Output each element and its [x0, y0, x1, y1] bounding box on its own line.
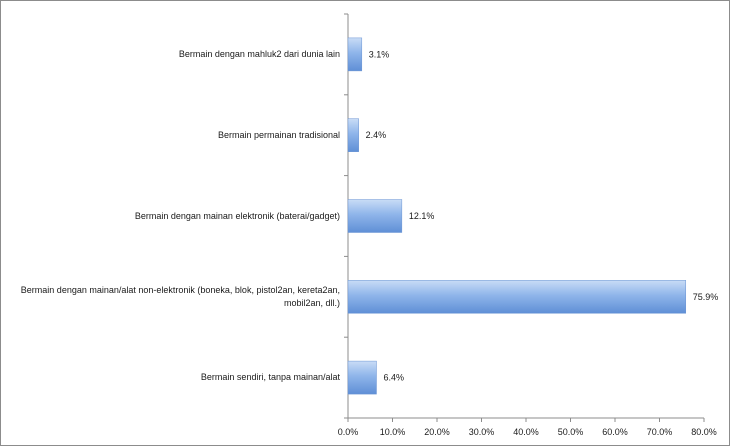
x-tick-label: 60.0%: [602, 427, 628, 437]
data-label: 75.9%: [693, 292, 719, 302]
bar: [347, 118, 359, 152]
x-tick-label: 30.0%: [469, 427, 495, 437]
category-label-line: Bermain sendiri, tanpa mainan/alat: [200, 372, 340, 383]
category-label: Bermain sendiri, tanpa mainan/alat: [0, 371, 340, 384]
category-label-line: Bermain dengan mainan elektronik (batera…: [134, 210, 340, 221]
x-tick-label: 70.0%: [647, 427, 673, 437]
category-label-line: Bermain dengan mahluk2 dari dunia lain: [178, 48, 340, 59]
x-tick-label: 50.0%: [558, 427, 584, 437]
data-label: 2.4%: [366, 130, 387, 140]
data-label: 12.1%: [409, 211, 435, 221]
category-label: Bermain dengan mahluk2 dari dunia lain: [0, 48, 340, 61]
x-tick-label: 80.0%: [691, 427, 717, 437]
x-tick-label: 40.0%: [513, 427, 539, 437]
category-label: Bermain permainan tradisional: [0, 129, 340, 142]
category-label-line: mobil2an, dll.): [283, 297, 340, 308]
x-tick-label: 0.0%: [338, 427, 359, 437]
category-label: Bermain dengan mainan/alat non-elektroni…: [0, 284, 340, 310]
category-label-line: Bermain dengan mainan/alat non-elektroni…: [20, 284, 340, 295]
data-label: 3.1%: [369, 49, 390, 59]
category-label: Bermain dengan mainan elektronik (batera…: [0, 210, 340, 223]
bar: [347, 37, 363, 72]
data-label: 6.4%: [383, 373, 404, 383]
bar: [347, 360, 377, 395]
category-label-line: Bermain permainan tradisional: [217, 129, 340, 140]
bar: [347, 280, 687, 314]
x-tick-label: 20.0%: [424, 427, 450, 437]
bar: [347, 199, 403, 233]
x-tick-label: 10.0%: [380, 427, 406, 437]
